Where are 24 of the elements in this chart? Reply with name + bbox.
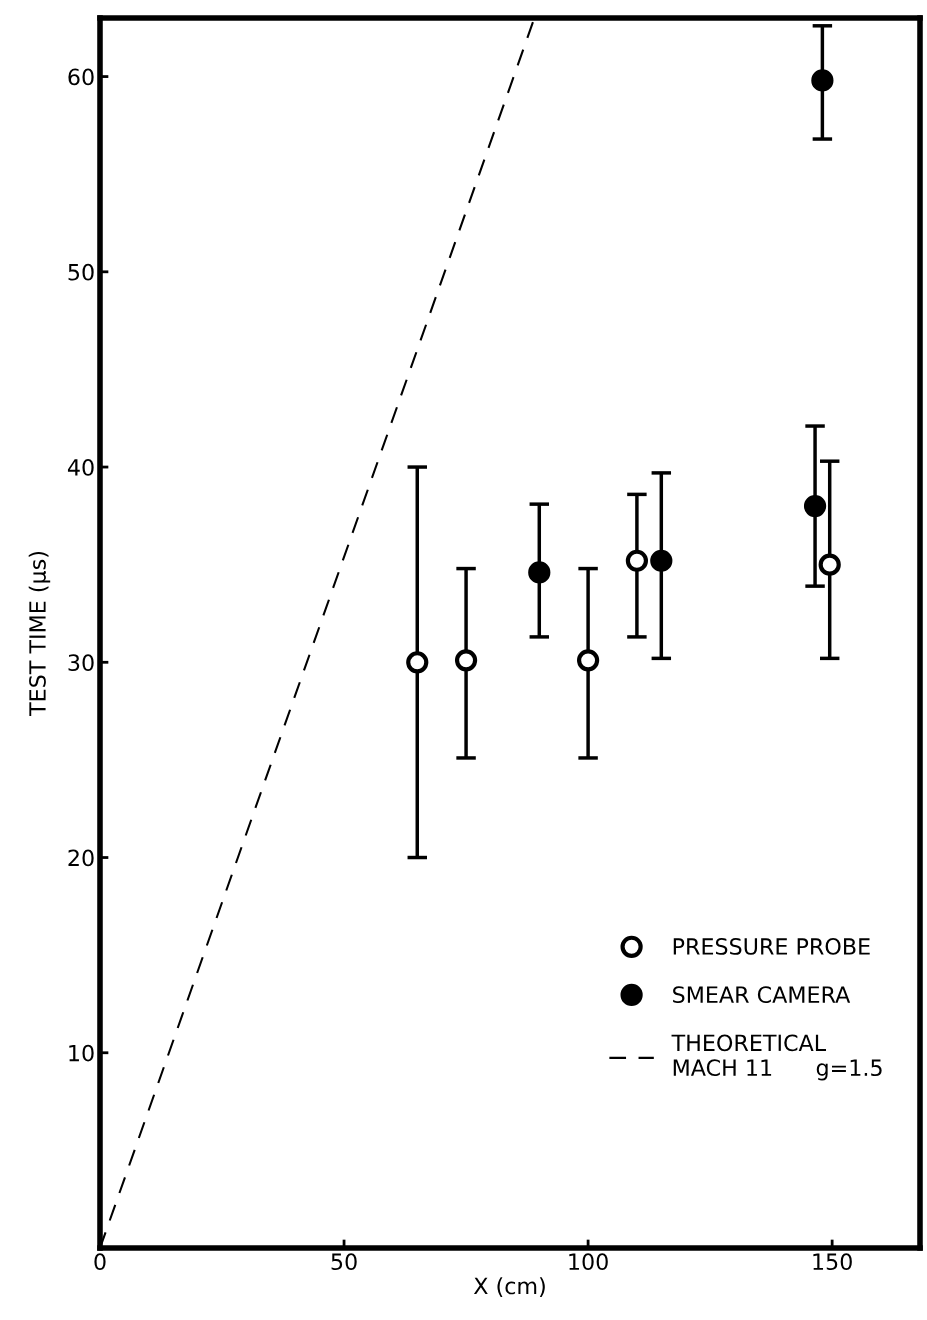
- x-tick-label: 150: [813, 1253, 852, 1271]
- point: [625, 549, 649, 572]
- point: [803, 494, 827, 518]
- y-tick-label: 30: [68, 654, 94, 672]
- y-tick-label: 50: [68, 263, 94, 281]
- legend-label: THEORETICAL MACH 11 g=1.5: [671, 1034, 882, 1081]
- x-axis-title: X (cm): [473, 1277, 545, 1297]
- y-tick-label: 10: [69, 1044, 94, 1062]
- y-tick-label: 40: [67, 459, 94, 476]
- point: [406, 651, 429, 674]
- x-tick-label: 100: [569, 1253, 608, 1271]
- y-tick-label: 20: [68, 849, 94, 867]
- point: [818, 553, 841, 576]
- x-tick-label: 50: [331, 1253, 357, 1271]
- y-axis-title: TEST TIME (μs): [28, 552, 51, 716]
- point: [811, 69, 834, 92]
- legend-label: SMEAR CAMERA: [673, 986, 851, 1004]
- y-tick-label: 60: [68, 68, 94, 86]
- point: [650, 549, 673, 572]
- point: [576, 649, 600, 672]
- point: [454, 649, 478, 672]
- x-tick-label: 0: [94, 1253, 106, 1271]
- legend-label: PRESSURE PROBE: [673, 938, 870, 955]
- point: [528, 561, 551, 584]
